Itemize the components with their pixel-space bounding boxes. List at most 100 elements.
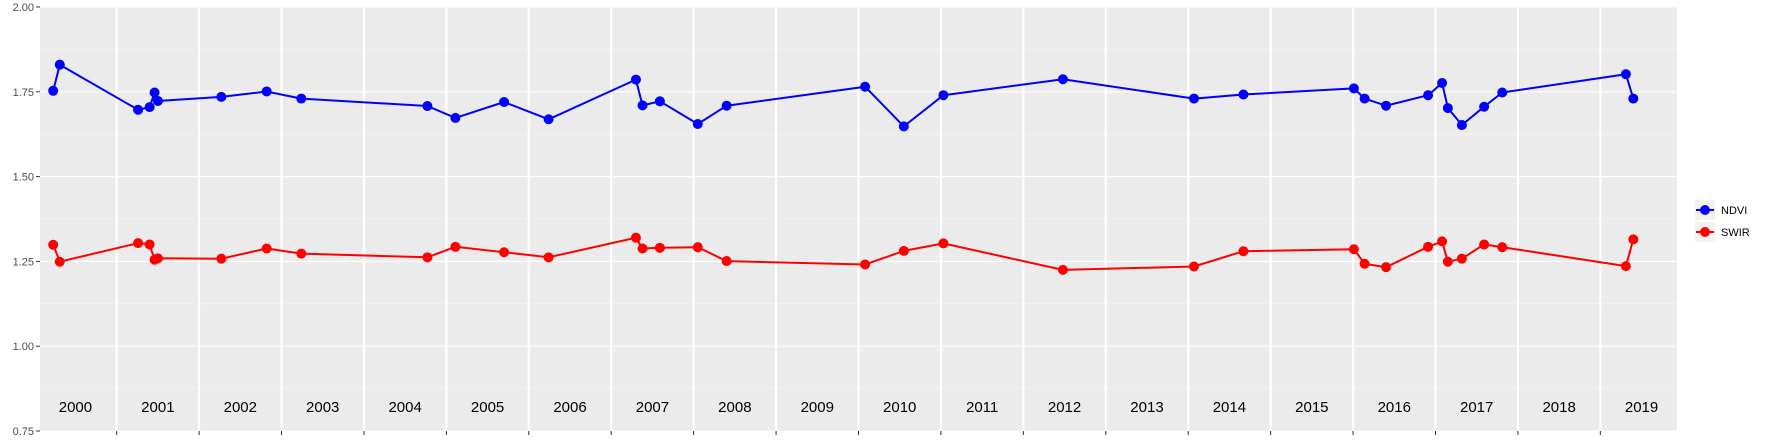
data-point-ndvi	[133, 104, 144, 115]
data-point-swir	[1479, 239, 1490, 250]
data-point-swir	[692, 242, 703, 253]
y-axis: 0.75 1.00 1.25 1.50 1.75 2.00	[13, 2, 40, 438]
year-label: 2009	[801, 399, 834, 416]
data-point-swir	[1381, 262, 1392, 273]
data-point-ndvi	[637, 100, 648, 111]
year-label: 2018	[1542, 399, 1575, 416]
grid	[40, 6, 1677, 432]
data-point-ndvi	[450, 112, 461, 123]
year-label: 2010	[883, 399, 916, 416]
data-point-swir	[1497, 242, 1508, 253]
legend-key-point	[1700, 227, 1710, 237]
legend-label-ndvi: NDVI	[1721, 205, 1747, 217]
data-point-ndvi	[543, 114, 554, 125]
data-point-swir	[630, 232, 641, 243]
year-label: 2011	[966, 399, 998, 416]
data-point-ndvi	[422, 101, 433, 112]
data-point-swir	[1628, 234, 1639, 245]
data-point-swir	[1620, 261, 1631, 272]
data-point-swir	[152, 253, 163, 264]
year-label: 2003	[306, 399, 339, 416]
data-point-ndvi	[1188, 93, 1199, 104]
data-point-ndvi	[1423, 90, 1434, 101]
data-point-swir	[133, 238, 144, 249]
data-point-ndvi	[1359, 93, 1370, 104]
y-tick-label: 1.25	[13, 256, 34, 268]
data-point-swir	[261, 243, 272, 254]
year-label: 2015	[1295, 399, 1328, 416]
data-point-swir	[499, 247, 510, 258]
legend-key-swir	[1695, 222, 1715, 242]
data-point-ndvi	[1348, 83, 1359, 94]
year-label: 2004	[388, 399, 421, 416]
year-label: 2019	[1625, 399, 1658, 416]
data-point-ndvi	[48, 85, 59, 96]
year-label: 2005	[471, 399, 504, 416]
data-point-ndvi	[721, 100, 732, 111]
data-point-ndvi	[898, 121, 909, 132]
y-tick-label: 1.75	[13, 87, 34, 99]
data-point-swir	[54, 256, 65, 267]
series-layer	[48, 59, 1639, 275]
data-point-swir	[450, 241, 461, 252]
data-point-swir	[721, 256, 732, 267]
data-point-swir	[1188, 261, 1199, 272]
data-point-swir	[1359, 258, 1370, 269]
year-label: 2008	[718, 399, 751, 416]
data-point-swir	[860, 259, 871, 270]
series-swir	[48, 232, 1639, 275]
data-point-ndvi	[1497, 87, 1508, 98]
data-point-ndvi	[54, 59, 65, 70]
data-point-ndvi	[261, 86, 272, 97]
data-point-swir	[1456, 253, 1467, 264]
data-point-swir	[1238, 246, 1249, 257]
data-point-swir	[216, 253, 227, 264]
y-tick-label: 0.75	[13, 426, 34, 438]
data-point-ndvi	[630, 74, 641, 85]
y-tick-label: 2.00	[13, 2, 34, 14]
data-point-swir	[296, 248, 307, 259]
data-point-swir	[1348, 244, 1359, 255]
data-point-ndvi	[1628, 93, 1639, 104]
data-point-ndvi	[149, 87, 160, 98]
data-point-ndvi	[1238, 89, 1249, 100]
data-point-swir	[938, 238, 949, 249]
year-label: 2013	[1130, 399, 1163, 416]
data-point-swir	[48, 239, 59, 250]
data-point-swir	[637, 243, 648, 254]
data-point-ndvi	[152, 95, 163, 106]
y-tick-label: 1.50	[13, 172, 34, 184]
data-point-ndvi	[499, 96, 510, 107]
data-point-ndvi	[1437, 77, 1448, 88]
data-point-ndvi	[1456, 120, 1467, 131]
year-label: 2000	[59, 399, 92, 416]
year-label: 2006	[553, 399, 586, 416]
data-point-ndvi	[1381, 100, 1392, 111]
data-point-ndvi	[860, 81, 871, 92]
year-labels: 2000 2001 2002 2003 2004 2005 2006 2007 2008 2009…	[59, 399, 1658, 416]
legend-key-point	[1700, 205, 1710, 215]
data-point-ndvi	[216, 91, 227, 102]
data-point-ndvi	[692, 119, 703, 130]
data-point-ndvi	[144, 102, 155, 113]
year-label: 2012	[1048, 399, 1081, 416]
year-label: 2016	[1378, 399, 1411, 416]
legend: NDVI SWIR	[1695, 200, 1750, 242]
data-point-swir	[898, 245, 909, 256]
data-point-ndvi	[1620, 69, 1631, 80]
legend-label-swir: SWIR	[1721, 227, 1750, 239]
year-label: 2014	[1213, 399, 1246, 416]
legend-key-ndvi	[1695, 200, 1715, 220]
data-point-ndvi	[1057, 74, 1068, 85]
year-label: 2001	[141, 399, 174, 416]
data-point-ndvi	[1479, 101, 1490, 112]
data-point-ndvi	[938, 90, 949, 101]
y-tick-label: 1.00	[13, 341, 34, 353]
data-point-swir	[422, 252, 433, 263]
data-point-swir	[654, 242, 665, 253]
series-ndvi	[48, 59, 1639, 132]
year-label: 2007	[636, 399, 669, 416]
data-point-swir	[1423, 241, 1434, 252]
year-label: 2017	[1460, 399, 1493, 416]
